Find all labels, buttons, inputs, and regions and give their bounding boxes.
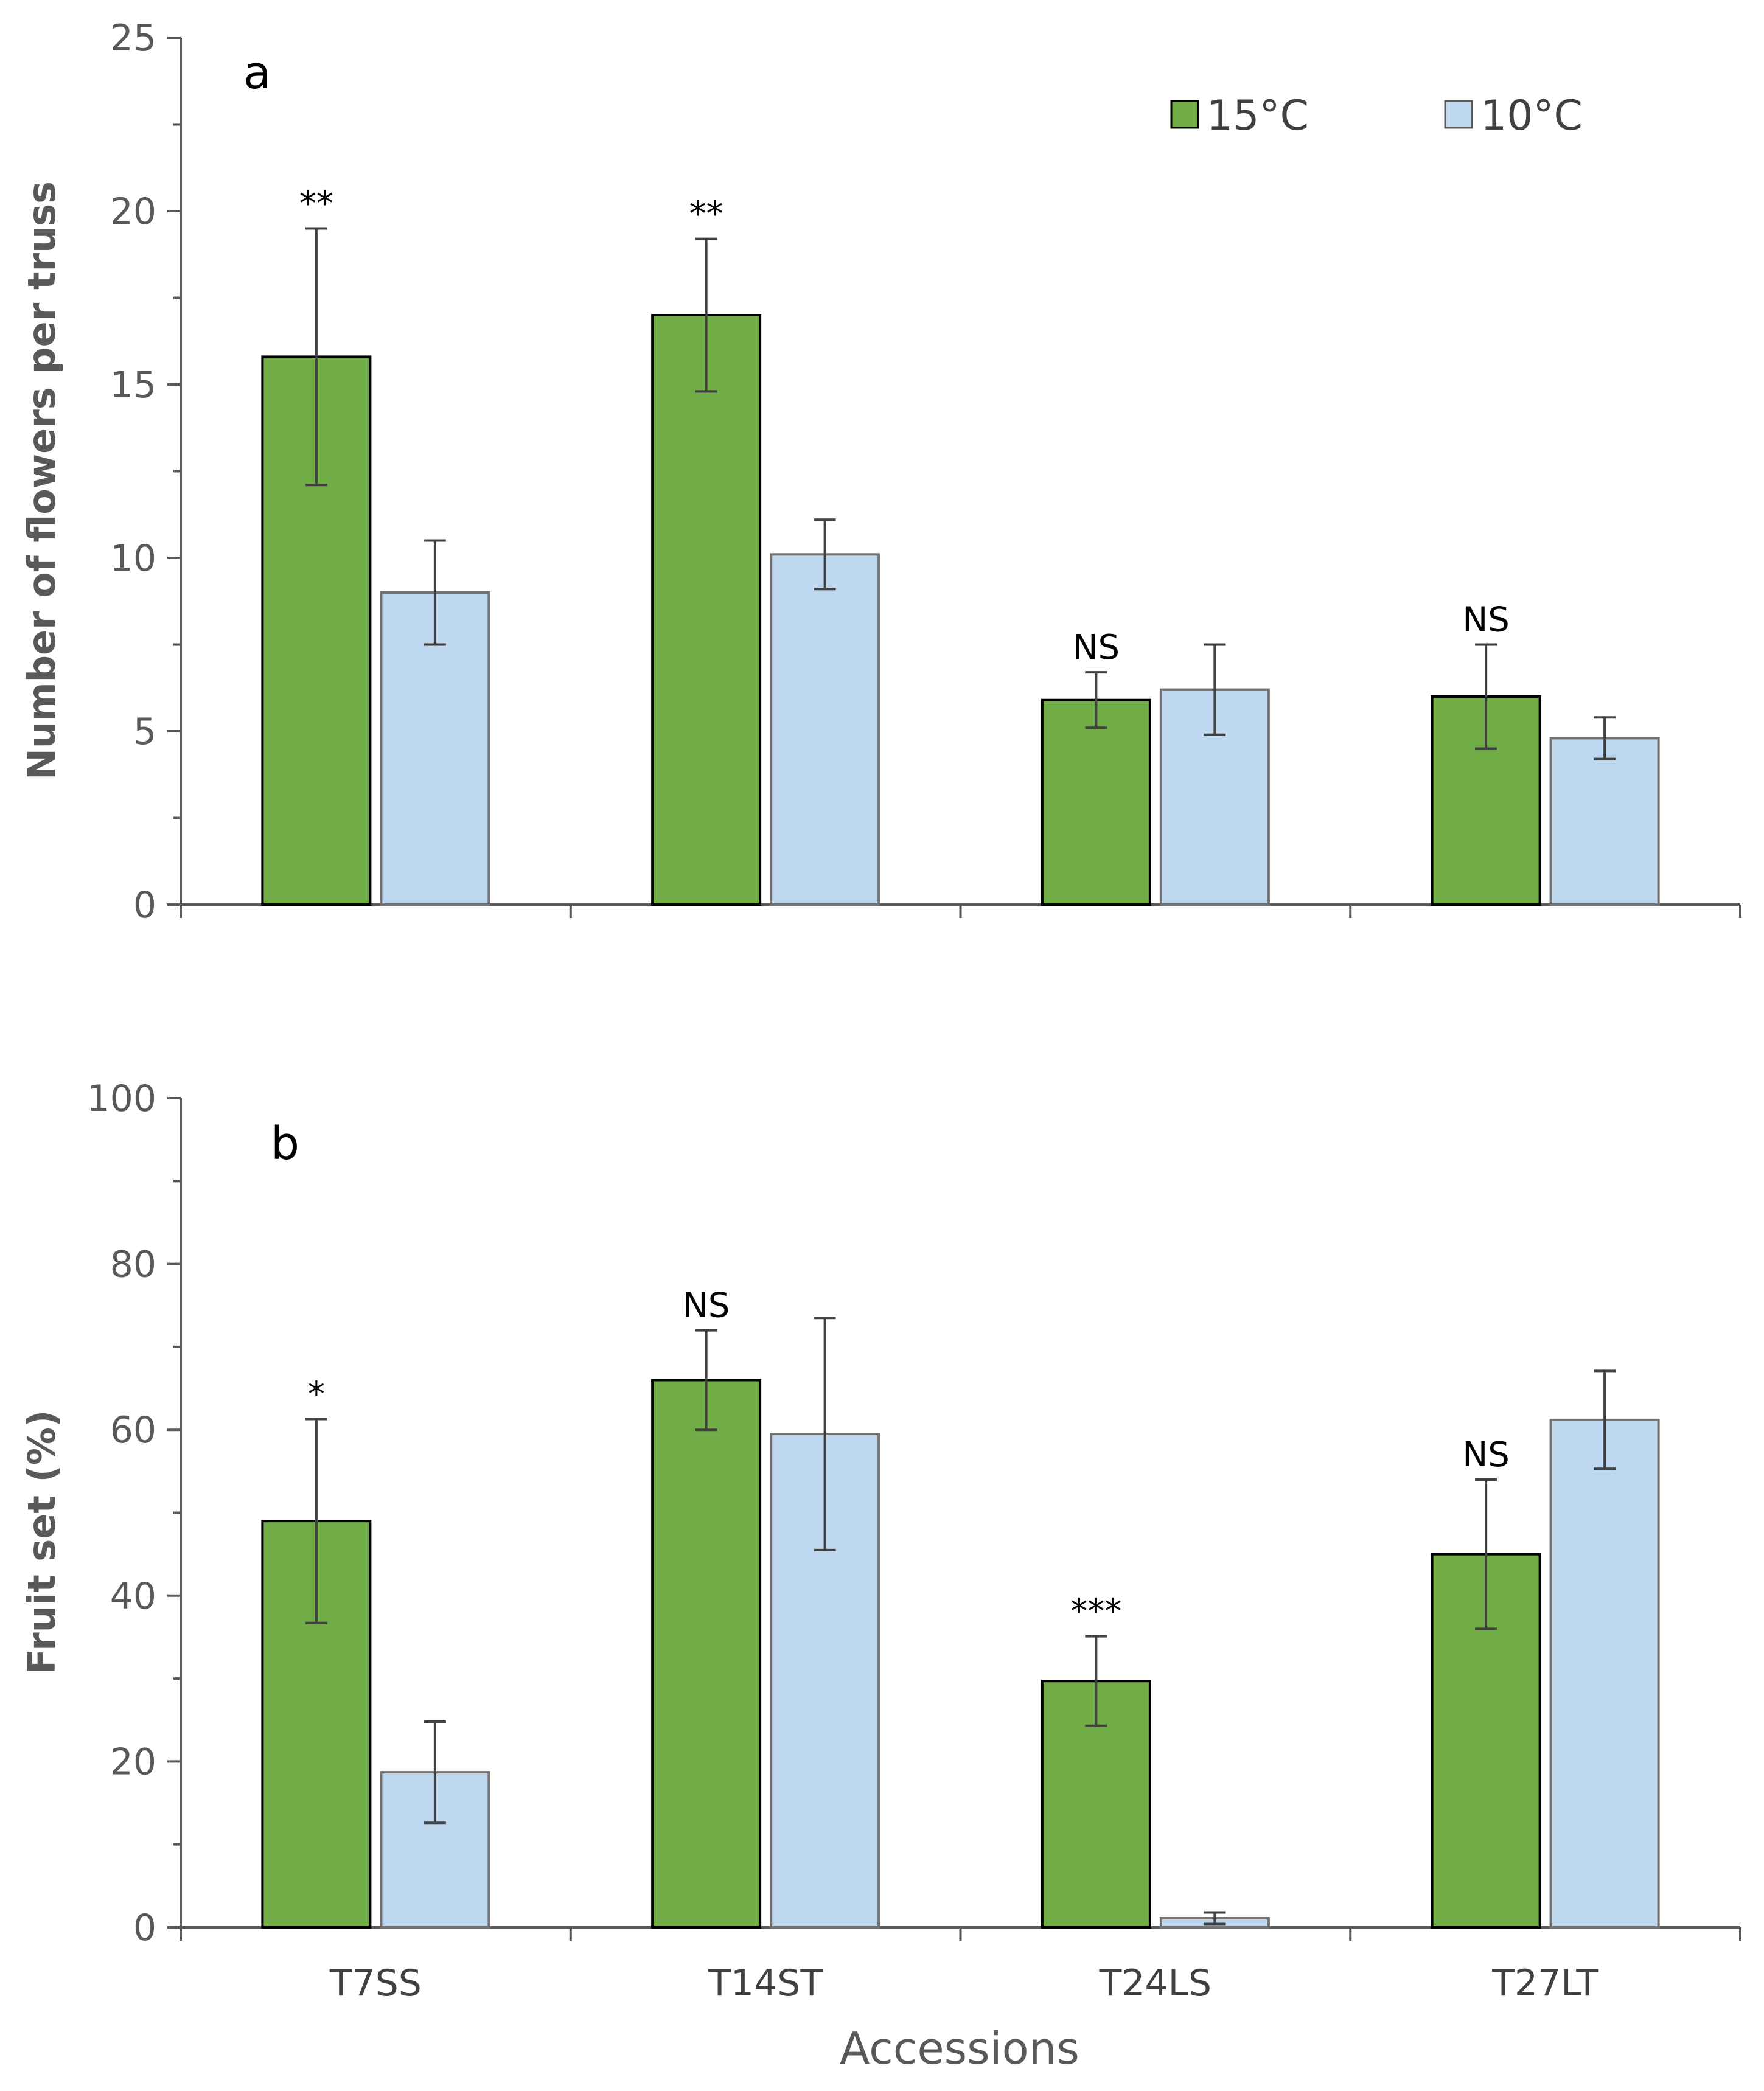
x-tick-label-b: T14ST [708,1962,823,2005]
y-tick-label-b: 20 [110,1741,156,1783]
bar-15c-t24ls-a [1041,698,1151,906]
bar-15c-t14st-b [651,1379,762,1929]
y-axis-label-b: Fruit set (%) [19,1410,64,1675]
y-tick-label-b: 80 [110,1244,156,1286]
panel-label-b: b [271,1118,299,1170]
y-tick-label-b: 40 [110,1575,156,1618]
x-tick-label-b: T24LS [1099,1962,1212,2005]
y-tick-label-b: 60 [110,1409,156,1452]
significance-label-a: NS [1462,600,1509,640]
chart-panel-b: b Fruit set (%) Accessions 0 20 40 60 80 100 *… [19,1077,1741,2074]
y-tick-label-a: 20 [110,190,156,233]
x-tick-label-b: T7SS [329,1962,422,2005]
legend-label-15c: 15°C [1207,92,1309,140]
y-axis-label-a: Number of flowers per truss [19,181,64,780]
y-tick-label-b: 100 [86,1077,156,1120]
y-tick-label-b: 0 [133,1907,156,1949]
x-axis-label: Accessions [840,2023,1079,2074]
significance-label-b: NS [1462,1435,1509,1475]
significance-label-b: NS [683,1286,730,1326]
legend-label-10c: 10°C [1480,92,1583,140]
y-tick-label-a: 5 [133,711,156,753]
y-tick-label-a: 10 [110,537,156,580]
legend: 15°C 10°C [1170,92,1583,140]
significance-label-a: ** [689,195,723,234]
y-tick-label-a: 15 [110,364,156,406]
bar-10c-t14st-a [770,553,880,906]
x-tick-label-b: T27LT [1491,1962,1598,2005]
y-tick-label-a: 25 [110,17,156,60]
significance-label-b: * [308,1374,325,1414]
significance-label-b: *** [1070,1592,1121,1632]
panel-label-a: a [243,47,271,99]
bar-10c-t27lt-b [1549,1418,1660,1929]
y-tick-label-a: 0 [133,884,156,927]
significance-label-a: ** [299,184,333,224]
significance-label-a: NS [1073,628,1120,667]
bar-10c-t27lt-a [1549,737,1660,906]
legend-swatch-10c [1444,100,1473,129]
legend-swatch-15c [1170,100,1199,129]
chart-panel-a: a Number of flowers per truss 15°C 10°C … [19,17,1741,927]
bar-15c-t14st-a [651,314,762,906]
